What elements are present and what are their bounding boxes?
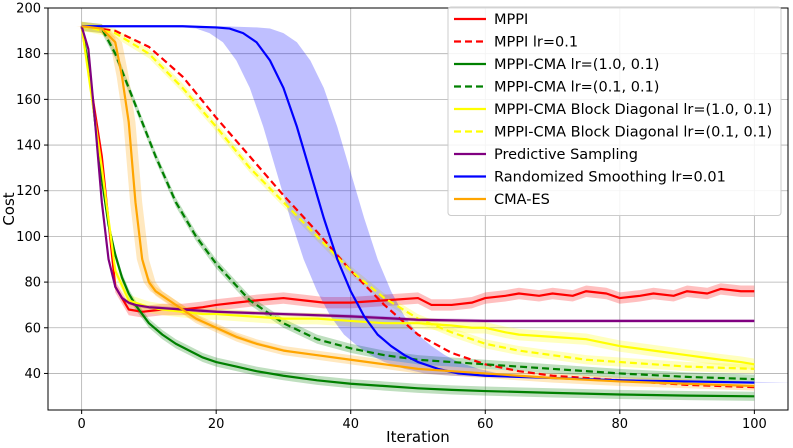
legend-label: MPPI — [494, 12, 528, 28]
legend-label: MPPI-CMA Block Diagonal lr=(1.0, 0.1) — [494, 102, 772, 118]
legend-label: MPPI-CMA Block Diagonal lr=(0.1, 0.1) — [494, 125, 772, 141]
y-tick-label: 100 — [16, 230, 41, 245]
series-lines — [80, 25, 755, 398]
legend-label: MPPI-CMA lr=(0.1, 0.1) — [494, 80, 659, 96]
line-predictive-sampling — [80, 25, 755, 323]
y-tick-label: 120 — [16, 184, 41, 199]
legend-label: MPPI lr=0.1 — [494, 35, 578, 51]
legend-label: Randomized Smoothing lr=0.01 — [494, 170, 726, 186]
x-axis-label: Iteration — [386, 428, 450, 446]
legend-label: MPPI-CMA lr=(1.0, 0.1) — [494, 57, 659, 73]
y-tick-label: 140 — [16, 139, 41, 154]
x-tick-label: 20 — [208, 417, 225, 432]
y-tick-label: 80 — [24, 276, 41, 291]
band-mppi-cma-block-diagonal-lr-0-1-0-1 — [81, 21, 755, 374]
y-tick-label: 160 — [16, 93, 41, 108]
x-tick-label: 80 — [612, 417, 629, 432]
line-cma-es — [81, 25, 755, 388]
x-tick-label: 100 — [742, 417, 767, 432]
legend: MPPI MPPI lr=0.1 MPPI-CMA lr=(1.0, 0.1) MPP… — [447, 6, 782, 216]
legend-label: CMA-ES — [494, 192, 550, 208]
band-mppi — [81, 20, 755, 318]
x-tick-label: 40 — [342, 417, 359, 432]
y-tick-label: 200 — [16, 2, 41, 17]
plot-frame — [47, 7, 789, 411]
x-tick-label: 60 — [477, 417, 494, 432]
y-tick-label: 60 — [24, 321, 41, 336]
axis-ticks: 0 20 40 60 80 100 40 60 80 100 120 140 160 180 200 — [16, 2, 767, 433]
legend-box — [447, 6, 782, 216]
confidence-bands — [48, 20, 788, 401]
y-tick-label: 180 — [16, 47, 41, 62]
line-mppi-cma-block-diagonal-lr-0-1-0-1 — [81, 25, 755, 370]
legend-label: Predictive Sampling — [494, 147, 638, 163]
x-tick-label: 0 — [77, 417, 85, 432]
y-tick-label: 40 — [24, 367, 41, 382]
y-axis-label: Cost — [0, 192, 18, 225]
